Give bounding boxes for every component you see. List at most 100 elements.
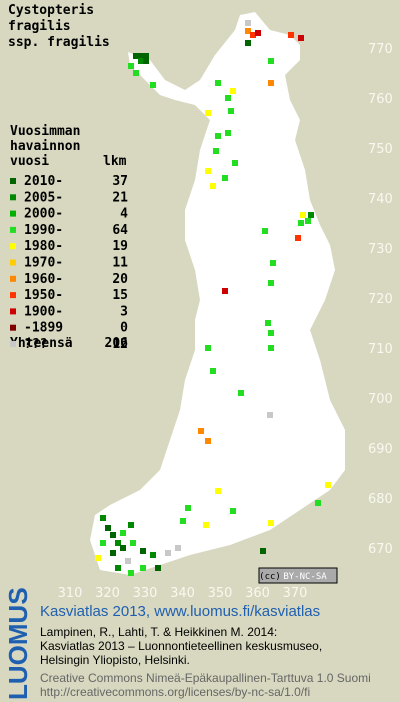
y-axis-label: 680 [368,492,393,507]
record-square [133,53,139,59]
record-square [185,505,191,511]
x-axis-label: 320 [95,586,120,601]
record-square [308,212,314,218]
record-square [228,108,234,114]
record-square [205,110,211,116]
legend-count: 64 [112,223,128,238]
y-axis-label: 710 [368,342,393,357]
footer-title: Kasviatlas 2013, www.luomus.fi/kasviatla… [40,603,320,620]
legend-swatch [10,226,16,233]
legend-count: 3 [120,304,128,319]
record-square [325,482,331,488]
record-square [315,500,321,506]
legend-swatch [10,324,16,331]
record-square [110,532,116,538]
record-square [268,520,274,526]
logo: LUOMUS [3,587,33,700]
legend-total-label: Yhteensä [10,336,73,351]
record-square [265,320,271,326]
record-square [140,548,146,554]
record-square [298,220,304,226]
record-square [300,212,306,218]
legend-label: 2005- [24,190,63,205]
species-title: fragilis [8,19,71,34]
record-square [180,518,186,524]
x-axis-label: 350 [208,586,233,601]
legend-label: 1990- [24,223,63,238]
record-square [268,58,274,64]
x-axis-label: 310 [58,586,83,601]
legend-count: 37 [112,174,128,189]
legend-count: 21 [112,190,128,205]
record-square [120,545,126,551]
legend-swatch [10,210,16,217]
record-square [230,508,236,514]
legend-total: 206 [105,336,129,351]
species-title: Cystopteris [8,3,94,18]
record-square [110,550,116,556]
record-square [128,570,134,576]
record-square [205,168,211,174]
legend-swatch [10,341,16,347]
record-square [215,488,221,494]
record-square [128,522,134,528]
legend-label: 2000- [24,207,63,222]
y-axis-label: 700 [368,392,393,407]
record-square [245,20,251,26]
finland-outline [90,12,345,575]
record-square [230,88,236,94]
record-square [105,525,111,531]
y-axis-label: 690 [368,442,393,457]
record-square [305,218,311,224]
record-square [100,540,106,546]
x-axis-label: 370 [283,586,308,601]
badge-cc: (cc) [259,572,281,582]
record-square [115,540,121,546]
legend-swatch [10,178,16,184]
badge-text: BY-NC-SA [283,572,327,582]
legend-swatch [10,275,16,282]
record-square [222,288,228,294]
records [95,20,331,576]
record-square [205,345,211,351]
record-square [245,28,251,34]
y-axis-label: 720 [368,292,393,307]
legend-swatch [10,292,16,299]
record-square [205,438,211,444]
record-square [215,80,221,86]
legend-count: 0 [120,321,128,336]
legend-label: 2010- [24,174,63,189]
record-square [120,530,126,536]
y-axis-label: 770 [368,42,393,57]
legend-count: 11 [112,256,128,271]
license: http://creativecommons.org/licenses/by-n… [40,685,310,699]
record-square [125,558,131,564]
record-square [155,565,161,571]
species-title: ssp. fragilis [8,35,110,50]
record-square [95,555,101,561]
record-square [232,160,238,166]
record-square [143,58,149,64]
license: Creative Commons Nimeä-Epäkaupallinen-Ta… [40,671,371,685]
record-square [175,545,181,551]
record-square [238,390,244,396]
legend-swatch [10,194,16,201]
record-square [298,35,304,41]
record-square [198,428,204,434]
legend-count: 4 [120,207,128,222]
record-square [215,133,221,139]
cc-badge: (cc) BY-NC-SA [258,567,338,584]
record-square [268,80,274,86]
legend-label: 1960- [24,272,63,287]
record-square [225,130,231,136]
legend-label: 1900- [24,304,63,319]
legend-col-count: lkm [103,154,127,169]
legend-count: 12 [112,337,128,352]
record-square [128,63,134,69]
legend-heading: havainnon [10,139,80,154]
legend-swatch [10,259,16,266]
legend-label: -1899 [24,321,63,336]
record-square [165,550,171,556]
record-square [225,95,231,101]
legend-label: 1950- [24,288,63,303]
